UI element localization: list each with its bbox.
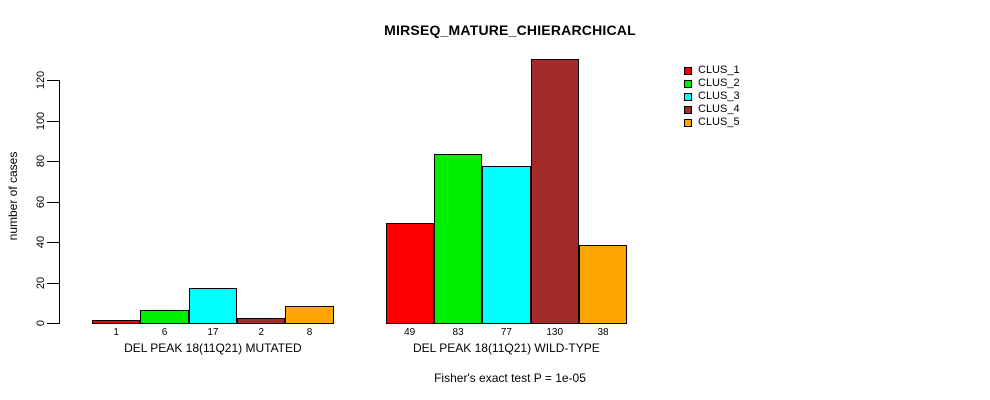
group-label: DEL PEAK 18(11Q21) WILD-TYPE <box>413 341 600 355</box>
y-tick <box>47 202 59 203</box>
legend-swatch <box>684 105 692 114</box>
bar <box>578 245 628 324</box>
bar <box>237 318 286 324</box>
legend-item: CLUS_3 <box>684 90 740 103</box>
y-tick <box>47 161 59 162</box>
bar <box>140 310 189 324</box>
legend-item: CLUS_4 <box>684 103 740 116</box>
legend-label: CLUS_3 <box>698 90 740 102</box>
y-tick <box>47 242 59 243</box>
legend-item: CLUS_5 <box>684 116 740 129</box>
legend-label: CLUS_2 <box>698 77 740 89</box>
y-tick-label: 40 <box>35 235 47 249</box>
legend-item: CLUS_2 <box>684 77 740 90</box>
bar-value-label: 17 <box>207 327 219 338</box>
bar <box>92 320 141 324</box>
bar <box>385 223 434 324</box>
bar <box>188 288 238 324</box>
bar-value-label: 83 <box>452 327 464 338</box>
bar-value-label: 2 <box>258 327 264 338</box>
bar-value-label: 8 <box>306 327 313 338</box>
y-tick-label: 120 <box>35 70 47 90</box>
y-tick-label: 20 <box>35 276 47 290</box>
y-tick <box>47 323 59 324</box>
y-tick-label: 80 <box>35 154 47 168</box>
bar-value-label: 6 <box>161 327 168 338</box>
y-axis-line <box>59 80 60 324</box>
legend-swatch <box>684 79 692 88</box>
y-tick <box>47 80 59 81</box>
chart-title: MIRSEQ_MATURE_CHIERARCHICAL <box>384 22 636 38</box>
bar-value-label: 1 <box>113 327 119 338</box>
legend-swatch <box>684 92 692 101</box>
legend: CLUS_1 CLUS_2 CLUS_3 CLUS_4 CLUS_5 <box>684 64 740 129</box>
y-tick <box>47 283 59 284</box>
bar <box>482 166 531 324</box>
legend-swatch <box>684 118 692 127</box>
legend-label: CLUS_4 <box>698 103 740 115</box>
y-tick-label: 100 <box>35 111 47 131</box>
bar <box>285 306 334 324</box>
legend-label: CLUS_1 <box>698 64 740 76</box>
group-label: DEL PEAK 18(11Q21) MUTATED <box>124 341 302 355</box>
y-tick <box>47 121 59 122</box>
bar <box>530 59 579 324</box>
chart-footer: Fisher's exact test P = 1e-05 <box>434 371 586 385</box>
bar-value-label: 130 <box>546 327 564 338</box>
y-tick-label: 0 <box>35 319 47 327</box>
legend-swatch <box>684 66 692 75</box>
legend-label: CLUS_5 <box>698 116 740 128</box>
y-tick-label: 60 <box>35 195 47 209</box>
bar-value-label: 38 <box>597 327 609 338</box>
legend-item: CLUS_1 <box>684 64 740 77</box>
bar-value-label: 49 <box>404 327 416 338</box>
y-axis-title: number of cases <box>6 151 20 241</box>
bar-value-label: 77 <box>500 327 512 338</box>
bar <box>433 154 483 324</box>
